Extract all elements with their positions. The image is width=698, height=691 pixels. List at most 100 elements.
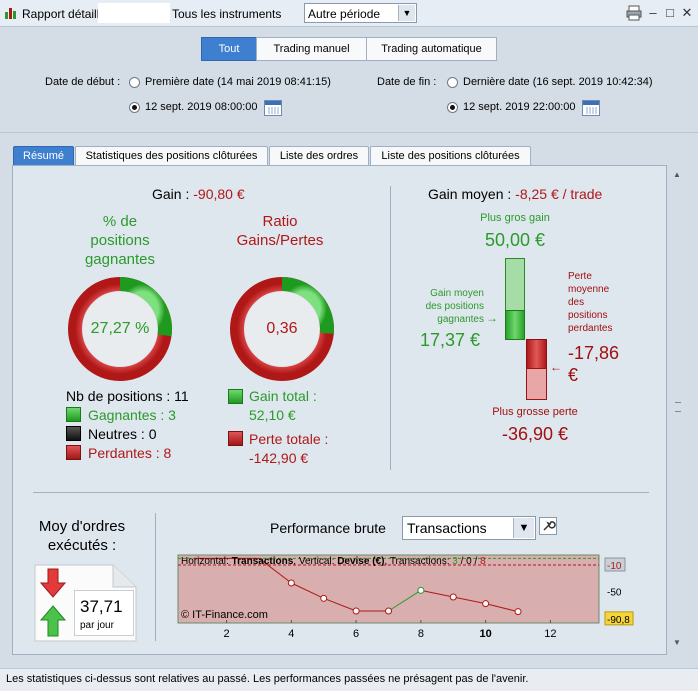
chevron-down-icon[interactable]: ▼ — [398, 5, 415, 21]
tab-trading-automatique[interactable]: Trading automatique — [366, 37, 497, 61]
close-icon[interactable]: ✕ — [681, 5, 693, 20]
orders-value: 37,71 — [80, 597, 123, 616]
end-last-label[interactable]: Dernière date (16 sept. 2019 10:42:34) — [463, 76, 653, 88]
tab-resume[interactable]: Résumé — [13, 146, 74, 165]
gain-total-label: Gain total : — [249, 388, 317, 404]
avg-loss-label-line: perdantes — [568, 323, 613, 334]
winners-swatch — [66, 407, 81, 422]
avg-gain-value: -8,25 € / trade — [515, 186, 603, 202]
data-point — [417, 586, 425, 594]
series-segment — [388, 589, 422, 612]
chevron-down-icon[interactable]: ▼ — [513, 518, 534, 538]
avg-loss-label: Perte moyenne des positions perdantes — [568, 270, 628, 335]
x-tick-label: 6 — [353, 628, 359, 640]
period-select[interactable]: Autre période ▼ — [304, 3, 417, 23]
avg-loss-value: -17,86 € — [568, 342, 619, 386]
end-date-label: Date de fin : — [377, 76, 437, 88]
start-custom-label[interactable]: 12 sept. 2019 08:00:00 — [145, 101, 258, 113]
pct-win-donut — [68, 277, 172, 381]
data-point — [449, 593, 457, 601]
chart-legend: Horizontal: Transactions, Vertical: Devi… — [181, 556, 486, 567]
end-custom-radio[interactable] — [447, 102, 458, 113]
avg-win-value: 17,37 € — [420, 330, 481, 350]
loss-total-label: Perte totale : — [249, 431, 329, 447]
ratio-donut — [230, 277, 334, 381]
x-tick-label: 4 — [288, 628, 294, 640]
avg-loss-label-line: des — [568, 297, 585, 308]
gain-total-swatch — [228, 389, 243, 404]
x-ticks: 2 4 6 8 10 12 — [224, 620, 557, 640]
orders-unit: par jour — [80, 620, 114, 631]
y-ticks: -10 -50 -90,8 — [604, 557, 634, 626]
calendar-icon[interactable] — [582, 100, 600, 116]
neutral-count: Neutres : 0 — [88, 426, 157, 442]
start-first-label[interactable]: Première date (14 mai 2019 08:41:15) — [145, 76, 331, 88]
donut-win-arc — [281, 277, 334, 334]
ratio-value: 0,36 — [266, 320, 298, 337]
maximize-icon[interactable]: □ — [666, 5, 674, 20]
status-text: Les statistiques ci-dessus sont relative… — [6, 673, 529, 685]
tab-liste-ordres[interactable]: Liste des ordres — [269, 146, 369, 165]
chart-copyright: © IT-Finance.com — [181, 609, 268, 621]
start-custom-radio[interactable] — [129, 102, 140, 113]
legend-prefix: Horizontal: — [181, 556, 232, 567]
settings-wrench-icon[interactable] — [539, 517, 557, 535]
winners-count: Gagnantes : 3 — [88, 407, 176, 423]
loss-total-swatch — [228, 431, 243, 446]
y-tick-label: -90,8 — [607, 615, 630, 626]
avg-gain-line: Gain moyen : -8,25 € / trade — [428, 186, 602, 202]
x-tick-label: 8 — [418, 628, 424, 640]
instrument-selector[interactable] — [98, 3, 170, 23]
biggest-loss-value: -36,90 € — [501, 424, 569, 444]
pct-win-title-line: gagnantes — [84, 251, 156, 268]
tab-liste-positions[interactable]: Liste des positions clôturées — [370, 146, 531, 165]
y-tick-label: -50 — [607, 588, 622, 599]
arrow-right-icon: → — [486, 311, 498, 325]
tab-trading-manuel[interactable]: Trading manuel — [256, 37, 367, 61]
avg-loss-bar — [526, 339, 547, 369]
end-custom-label[interactable]: 12 sept. 2019 22:00:00 — [463, 101, 576, 113]
arrow-up-icon — [39, 605, 67, 637]
calendar-icon[interactable] — [264, 100, 282, 116]
x-tick-label: 2 — [224, 628, 230, 640]
legend-horizontal: Transactions — [231, 556, 294, 567]
data-point — [320, 594, 328, 602]
series-segment — [485, 603, 519, 613]
series-segment — [291, 582, 324, 599]
tab-statistiques[interactable]: Statistiques des positions clôturées — [75, 146, 268, 165]
instruments-label[interactable]: Tous les instruments — [172, 7, 282, 21]
x-tick-label: 12 — [544, 628, 556, 640]
divider — [0, 132, 698, 133]
performance-mode-select[interactable]: Transactions ▼ — [402, 516, 536, 540]
legend-separator: / — [471, 556, 481, 567]
start-first-radio[interactable] — [129, 77, 140, 88]
tab-tout[interactable]: Tout — [201, 37, 257, 61]
window-title: Rapport détaillé — [22, 7, 107, 21]
scroll-thumb[interactable] — [675, 402, 681, 412]
divider — [33, 492, 649, 493]
orders-title: Moy d'ordres exécutés : — [22, 517, 142, 555]
data-point — [352, 607, 360, 615]
title-bar: Rapport détaillé Tous les instruments Au… — [0, 0, 698, 27]
gain-value: -90,80 € — [193, 186, 245, 202]
scroll-down-icon[interactable]: ▼ — [673, 638, 681, 647]
data-point — [287, 579, 295, 587]
orders-title-line: Moy d'ordres — [38, 518, 126, 535]
avg-loss-bar-range — [526, 368, 547, 400]
avg-win-label: Gain moyen des positions gagnantes — [412, 287, 484, 326]
minimize-icon[interactable]: – — [649, 5, 657, 20]
legend-separator: / — [457, 556, 467, 567]
gain-label: Gain : — [152, 186, 190, 202]
print-icon[interactable] — [626, 5, 642, 21]
vertical-scrollbar[interactable]: ▲ ▼ — [672, 170, 684, 650]
avg-loss-value-line: -17,86 — [568, 343, 620, 363]
end-last-radio[interactable] — [447, 77, 458, 88]
gain-total-value: 52,10 € — [249, 407, 296, 423]
arrow-left-icon: ← — [550, 360, 562, 374]
losers-swatch — [66, 445, 81, 460]
avg-win-label-line: Gain moyen — [430, 288, 484, 299]
avg-loss-label-line: Perte — [568, 271, 592, 282]
orders-value-box — [74, 590, 134, 636]
avg-loss-label-line: positions — [568, 310, 608, 321]
scroll-up-icon[interactable]: ▲ — [673, 170, 681, 179]
